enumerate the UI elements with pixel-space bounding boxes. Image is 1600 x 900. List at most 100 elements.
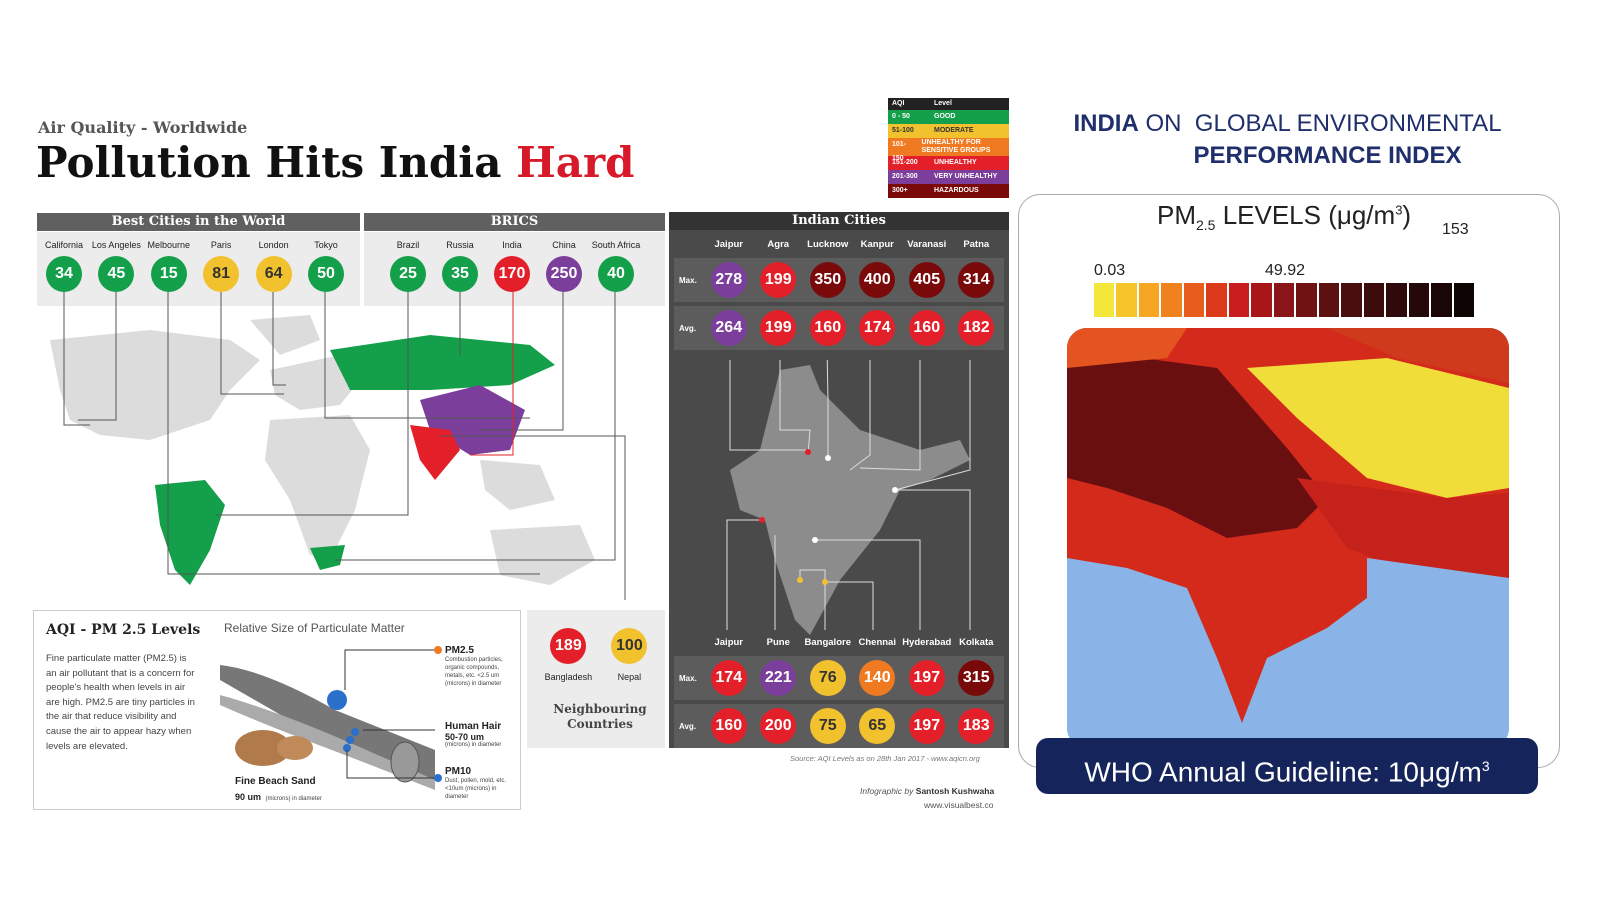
- scale-max: 153: [1442, 221, 1469, 238]
- aqi-value: 200: [760, 708, 797, 744]
- pm-title: PM: [1157, 200, 1196, 230]
- aqi-value: 400: [859, 262, 896, 298]
- aqi-value: 189: [550, 628, 587, 664]
- legend-row: 0 - 50 GOOD: [888, 110, 1009, 124]
- pm-close: ): [1402, 200, 1412, 230]
- city-aqi-item: Paris 81: [191, 240, 251, 292]
- aqi-value: 160: [710, 708, 747, 744]
- city-aqi-item: South Africa 40: [586, 240, 646, 292]
- legend-level: VERY UNHEALTHY: [934, 173, 998, 180]
- legend-level: UNHEALTHY FOR SENSITIVE GROUPS: [921, 139, 991, 154]
- aqi-value: 76: [809, 660, 846, 696]
- legend-head-aqi: AQI: [892, 100, 905, 107]
- neighbour-item: 100 Nepal: [611, 628, 648, 682]
- infographic-title: Pollution Hits India Hard: [36, 138, 635, 187]
- city-name: Brazil: [396, 240, 420, 250]
- aqi-cell: 182: [952, 310, 1002, 346]
- rel-size-title: Relative Size of Particulate Matter: [224, 621, 405, 635]
- aqi-cell: 160: [704, 708, 754, 744]
- aqi-value: 197: [908, 708, 945, 744]
- city-name: Paris: [210, 240, 232, 250]
- sand-desc: (microns) in diameter: [265, 796, 322, 802]
- legend-range: 201-300: [892, 173, 918, 180]
- scale-swatch: [1138, 283, 1160, 317]
- africa: [265, 415, 370, 560]
- south-cities-block: Jaipur Pune Bangalore Chennai Hyderabad Kolka…: [674, 634, 1004, 748]
- scale-swatch: [1386, 283, 1407, 317]
- who-guideline: WHO Annual Guideline: 10μg/m3: [1036, 738, 1538, 794]
- aqi-value: 40: [598, 256, 634, 292]
- city-name: Lucknow: [807, 239, 849, 250]
- city-name: China: [552, 240, 576, 250]
- city-aqi-item: California 34: [34, 240, 94, 292]
- aqi-value: 65: [859, 708, 896, 744]
- neighbour-item: 189 Bangladesh: [544, 628, 593, 682]
- city-name: California: [44, 240, 84, 250]
- aqi-value: 160: [809, 310, 846, 346]
- scale-swatch: [1341, 283, 1362, 317]
- aqi-value: 199: [760, 310, 797, 346]
- credit-prefix: Infographic by: [860, 786, 914, 796]
- city-name: Melbourne: [147, 240, 191, 250]
- aqi-value: 174: [710, 660, 747, 696]
- city-name: South Africa: [591, 240, 641, 250]
- pm-box-text: Fine particulate matter (PM2.5) is an ai…: [46, 653, 195, 752]
- aqi-value: 25: [390, 256, 426, 292]
- aqi-value: 75: [809, 708, 846, 744]
- scale-min: 0.03: [1094, 262, 1126, 279]
- aqi-value: 140: [859, 660, 896, 696]
- city-aqi-item: Brazil 25: [378, 240, 438, 292]
- heatmap-svg: [1067, 328, 1509, 748]
- scale-swatch: [1183, 283, 1205, 317]
- title-main: Pollution Hits India: [36, 138, 502, 187]
- south-africa: [310, 545, 345, 570]
- hair-callout: Human Hair 50-70 um (microns) in diamete…: [445, 721, 517, 748]
- aqi-cell: 160: [902, 310, 952, 346]
- credit-url: www.visualbest.co: [924, 800, 994, 810]
- epi-title: INDIA ON GLOBAL ENVIRONMENTAL PERFORMANC…: [1030, 108, 1545, 172]
- aqi-cell: 221: [754, 660, 804, 696]
- aqi-cell: 199: [754, 262, 804, 298]
- aqi-cell: 197: [902, 660, 952, 696]
- aqi-cell: 314: [952, 262, 1002, 298]
- city-aqi-item: Russia 35: [430, 240, 490, 292]
- southeast-asia: [480, 460, 555, 510]
- aqi-cell: 400: [853, 262, 903, 298]
- best-cities-panel: [37, 232, 360, 306]
- scale-swatch: [1273, 283, 1295, 317]
- aqi-value: 183: [958, 708, 995, 744]
- sand-label: Fine Beach Sand: [235, 776, 316, 787]
- pm25-label: PM2.5: [445, 645, 474, 656]
- city-name: Kanpur: [860, 239, 894, 250]
- city-name: Agra: [767, 239, 790, 250]
- city-name: Tokyo: [314, 240, 338, 250]
- pm10-desc: Dust, pollen, mold, etc. <10um (microns)…: [445, 778, 507, 800]
- city-name: Hyderabad: [902, 637, 952, 648]
- scale-swatch: [1296, 283, 1317, 317]
- neighbour-name: Nepal: [617, 672, 642, 682]
- pm25-callout: PM2.5 Combustion particles, organic comp…: [445, 645, 517, 688]
- aqi-value: 170: [494, 256, 530, 292]
- scale-swatch: [1206, 283, 1227, 317]
- best-cities-header: Best Cities in the World: [37, 213, 360, 231]
- city-aqi-item: China 250: [534, 240, 594, 292]
- legend-range: 101-150: [892, 141, 907, 162]
- credit-name: Santosh Kushwaha: [915, 786, 995, 796]
- aqi-row: Avg. 160 200 75 65 197 183: [674, 704, 1004, 748]
- row-label: Max.: [679, 275, 697, 285]
- scale-swatch: [1116, 283, 1137, 317]
- hair-desc: (microns) in diameter: [445, 742, 502, 748]
- legend-level: UNHEALTHY: [934, 159, 977, 166]
- city-name: London: [258, 240, 289, 250]
- neighbour-name: Bangladesh: [544, 672, 593, 682]
- aqi-value: 278: [710, 262, 747, 298]
- epi-title-rest: ON GLOBAL ENVIRONMENTAL: [1138, 110, 1502, 137]
- scale-swatch: [1094, 283, 1115, 317]
- legend-row: 300+ HAZARDOUS: [888, 184, 1009, 198]
- scale-swatch: [1408, 283, 1430, 317]
- legend-range: 300+: [892, 187, 908, 194]
- scale-swatch: [1228, 283, 1250, 317]
- scale-swatch: [1431, 283, 1452, 317]
- scale-mid: 49.92: [1265, 262, 1306, 279]
- hair-size: 50-70 um: [445, 732, 485, 742]
